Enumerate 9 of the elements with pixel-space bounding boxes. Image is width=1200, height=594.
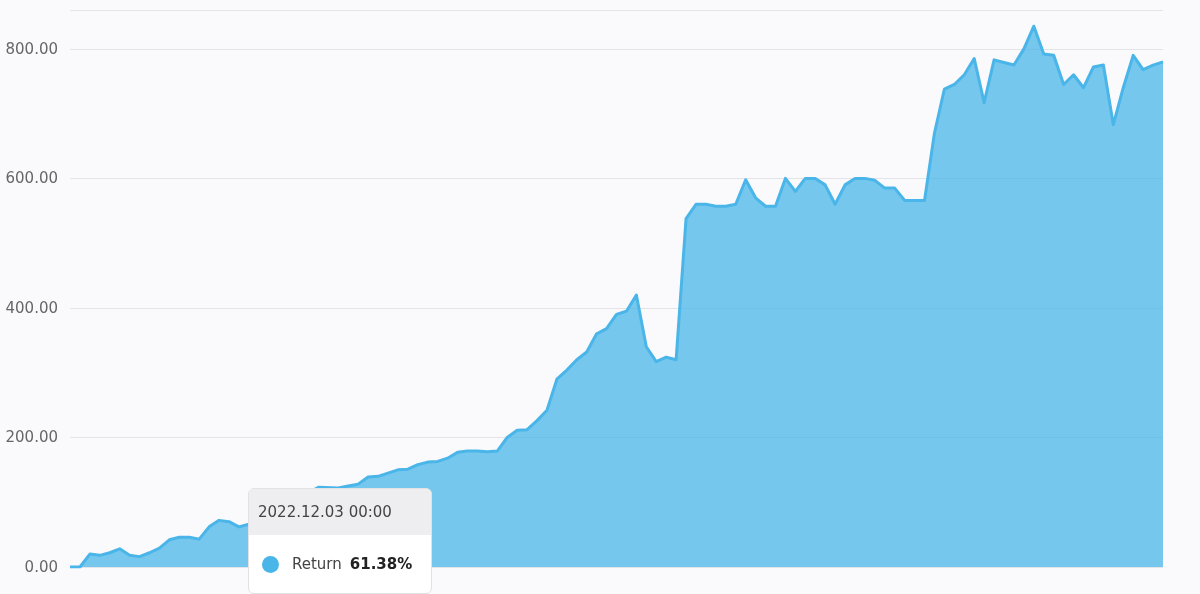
y-tick-label: 600.00	[5, 169, 58, 188]
y-tick-label: 0.00	[24, 558, 58, 576]
y-tick-label: 200.00	[5, 428, 58, 447]
y-tick-label: 800.00	[5, 39, 58, 58]
annotation: 2022.12.03 00:00	[249, 489, 431, 535]
annotation: 61.38%	[349, 555, 413, 573]
y-tick-label: 400.00	[5, 298, 58, 317]
tooltip-box: 2022.12.03 00:00 Return 61.38%	[248, 488, 432, 594]
legend-label: Return	[292, 555, 342, 573]
